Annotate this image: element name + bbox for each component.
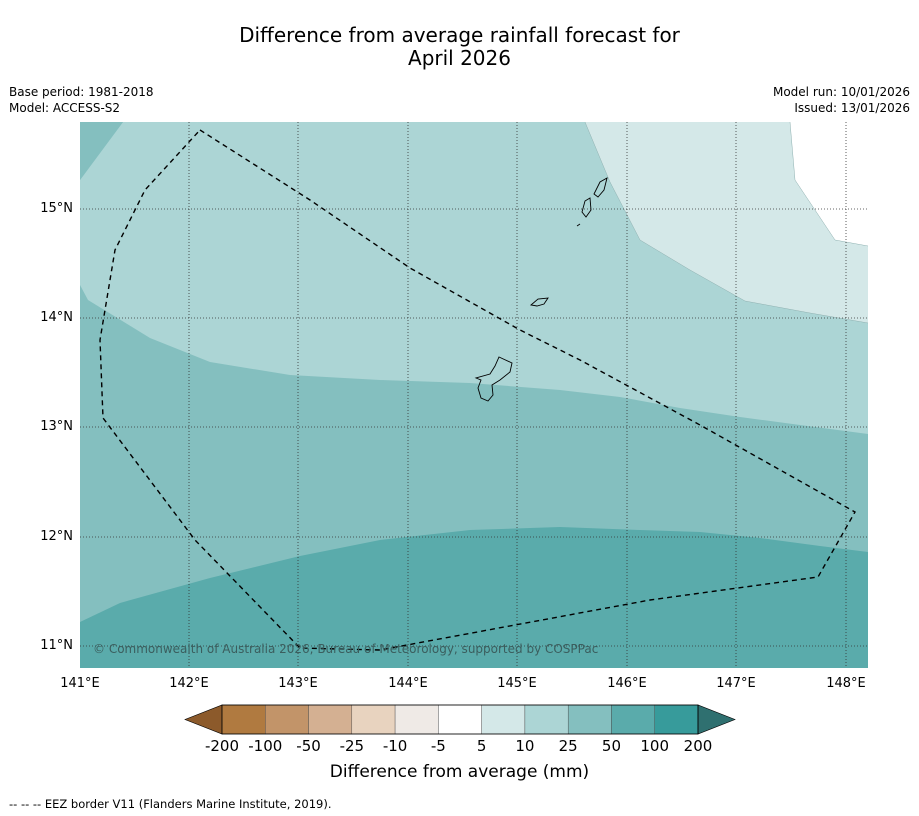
- colorbar-tick-label: -50: [296, 737, 321, 755]
- meta-right: Model run: 10/01/2026 Issued: 13/01/2026: [773, 84, 910, 116]
- lon-label: 141°E: [60, 676, 100, 691]
- colorbar-segment: [438, 704, 482, 735]
- lon-label: 148°E: [826, 676, 866, 691]
- colorbar-tick-label: -10: [382, 737, 408, 755]
- colorbar-tick-label: -25: [339, 737, 365, 755]
- island-rota: [529, 297, 549, 307]
- islands: [474, 177, 608, 402]
- contour-neutral: [790, 122, 868, 246]
- colorbar-segment: [308, 704, 353, 735]
- colorbar-tick-label: 25: [558, 737, 578, 755]
- title-line-1: Difference from average rainfall forecas…: [239, 23, 680, 47]
- island-aguijan: [576, 223, 581, 227]
- colorbar-tick-label: -200: [204, 737, 240, 755]
- colorbar-segment: [654, 704, 699, 735]
- colorbar-tick-label: 50: [601, 737, 621, 755]
- colorbar-segment: [394, 704, 439, 735]
- rainfall-contours: [80, 122, 868, 668]
- colorbar-title: Difference from average (mm): [329, 762, 590, 782]
- colorbar-tick-label: 5: [476, 737, 487, 755]
- lat-label: 12°N: [40, 529, 73, 544]
- colorbar-tick-label: 10: [515, 737, 535, 755]
- colorbar-tick-label: 100: [640, 737, 670, 755]
- model-name: Model: ACCESS-S2: [9, 101, 121, 115]
- colorbar-segment: [567, 704, 612, 735]
- lat-label: 14°N: [40, 310, 73, 325]
- title-line-2: April 2026: [408, 46, 511, 70]
- contour-5-10: [585, 122, 868, 323]
- graticule: [80, 122, 868, 668]
- colorbar-extend-low: [184, 704, 223, 735]
- eez-border: [99, 129, 856, 651]
- lon-label: 145°E: [497, 676, 537, 691]
- issued-date: Issued: 13/01/2026: [794, 101, 910, 115]
- lon-label: 143°E: [278, 676, 318, 691]
- colorbar-segment: [265, 704, 309, 735]
- copyright-notice: © Commonwealth of Australia 2026, Bureau…: [93, 642, 599, 656]
- colorbar: [184, 704, 736, 735]
- colorbar-segment: [481, 704, 526, 735]
- colorbar-segment: [524, 704, 569, 735]
- lat-label: 13°N: [40, 419, 73, 434]
- eez-legend: -- -- -- EEZ border V11 (Flanders Marine…: [9, 797, 332, 811]
- island-tinian: [581, 197, 592, 218]
- island-guam: [474, 356, 513, 402]
- colorbar-tick-label: 200: [683, 737, 713, 755]
- lon-label: 142°E: [169, 676, 209, 691]
- model-run: Model run: 10/01/2026: [772, 85, 910, 99]
- contour-corner: [80, 122, 123, 180]
- colorbar-segment: [351, 704, 396, 735]
- island-saipan: [593, 177, 608, 198]
- lat-label: 15°N: [40, 201, 73, 216]
- colorbar-tick-label: -100: [248, 737, 283, 755]
- lon-label: 146°E: [607, 676, 647, 691]
- lon-label: 144°E: [388, 676, 428, 691]
- meta-left: Base period: 1981-2018 Model: ACCESS-S2: [9, 84, 154, 116]
- colorbar-segment: [611, 704, 655, 735]
- colorbar-segment: [221, 704, 266, 735]
- colorbar-tick-label: -5: [430, 737, 446, 755]
- base-period: Base period: 1981-2018: [9, 85, 154, 99]
- lon-label: 147°E: [716, 676, 756, 691]
- lat-label: 11°N: [40, 638, 73, 653]
- colorbar-extend-high: [697, 704, 736, 735]
